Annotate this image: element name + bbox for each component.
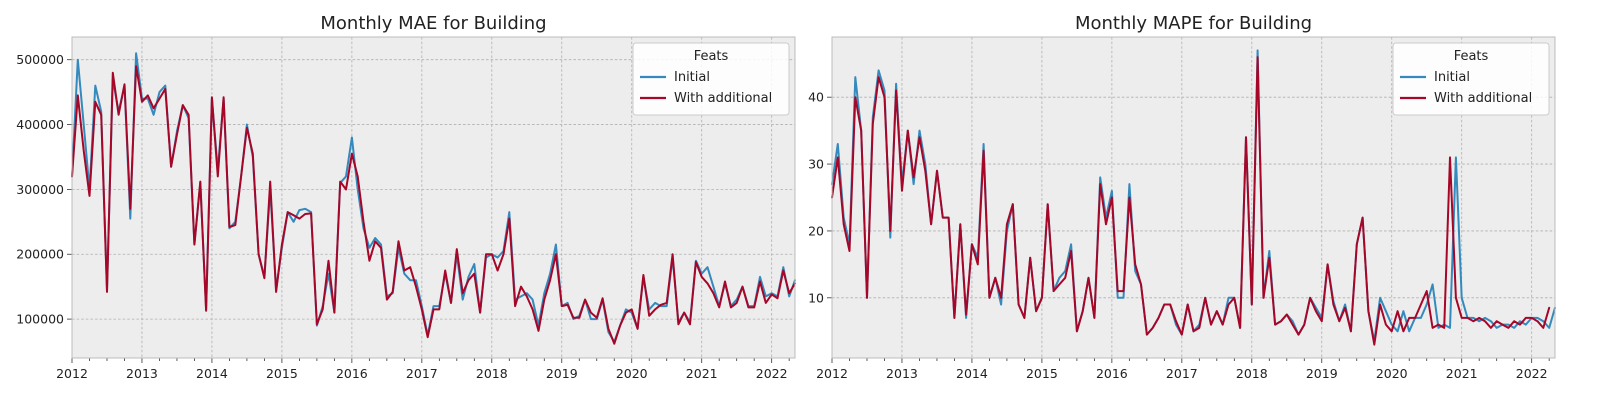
mae-x-tick-label: 2017 xyxy=(406,366,438,381)
mae-x-tick-label: 2016 xyxy=(336,366,368,381)
mae-y-tick-label: 500000 xyxy=(16,52,64,67)
mape-legend-title: Feats xyxy=(1454,49,1489,64)
mape-x-tick-label: 2020 xyxy=(1376,366,1408,381)
mae-x-tick-label: 2013 xyxy=(126,366,158,381)
mape-y-tick-label: 40 xyxy=(808,90,824,105)
mae-x-tick-label: 2012 xyxy=(56,366,88,381)
mape-legend-box xyxy=(1392,42,1550,116)
mape-legend: Feats Initial With additional xyxy=(1392,42,1550,116)
mae-y-tick-label: 400000 xyxy=(16,117,64,132)
mae-x-tick-label: 2014 xyxy=(196,366,228,381)
mae-chart-title: Monthly MAE for Building xyxy=(320,13,546,34)
mape-x-tick-label: 2018 xyxy=(1236,366,1268,381)
mae-y-tick-label: 200000 xyxy=(16,247,64,262)
mae-x-tick-label: 2020 xyxy=(616,366,648,381)
mape-x-tick-label: 2017 xyxy=(1166,366,1198,381)
mape-x-tick-label: 2015 xyxy=(1026,366,1058,381)
mape-x-tick-label: 2013 xyxy=(886,366,918,381)
mae-axes-frame xyxy=(71,36,796,359)
mape-legend-initial-label: Initial xyxy=(1434,70,1470,85)
mape-series-with-additional-line xyxy=(831,56,1551,346)
mae-legend-box xyxy=(632,42,790,116)
mae-legend-initial-label: Initial xyxy=(674,70,710,85)
mae-x-tick-label: 2021 xyxy=(686,366,718,381)
mae-chart: 2012 2013 2014 2015 2016 2017 2018 2019 2020 2021… xyxy=(16,13,796,381)
mape-y-tick-label: 30 xyxy=(808,157,824,172)
mae-legend: Feats Initial With additional xyxy=(632,42,790,116)
mae-legend-with-additional-label: With additional xyxy=(674,91,772,106)
mape-x-tick-label: 2014 xyxy=(956,366,988,381)
mae-x-tick-label: 2015 xyxy=(266,366,298,381)
mape-axes-frame xyxy=(831,36,1556,359)
mae-series-with-additional-line xyxy=(71,65,796,345)
mape-chart: 2012 2013 2014 2015 2016 2017 2018 2019 2020 2021… xyxy=(808,13,1556,381)
mae-legend-title: Feats xyxy=(694,49,729,64)
mape-x-tick-label: 2022 xyxy=(1516,366,1548,381)
mae-x-tick-label: 2019 xyxy=(546,366,578,381)
mae-y-tick-label: 100000 xyxy=(16,312,64,327)
mape-x-tick-label: 2012 xyxy=(816,366,848,381)
mape-x-tick-label: 2016 xyxy=(1096,366,1128,381)
mae-x-tick-label: 2022 xyxy=(756,366,788,381)
mape-x-tick-label: 2019 xyxy=(1306,366,1338,381)
mape-x-tick-label: 2021 xyxy=(1446,366,1478,381)
mape-legend-with-additional-label: With additional xyxy=(1434,91,1532,106)
mape-y-tick-label: 20 xyxy=(808,223,824,238)
mae-x-tick-label: 2018 xyxy=(476,366,508,381)
mae-y-tick-label: 300000 xyxy=(16,182,64,197)
mape-chart-title: Monthly MAPE for Building xyxy=(1075,13,1312,34)
mape-y-tick-label: 10 xyxy=(808,290,824,305)
